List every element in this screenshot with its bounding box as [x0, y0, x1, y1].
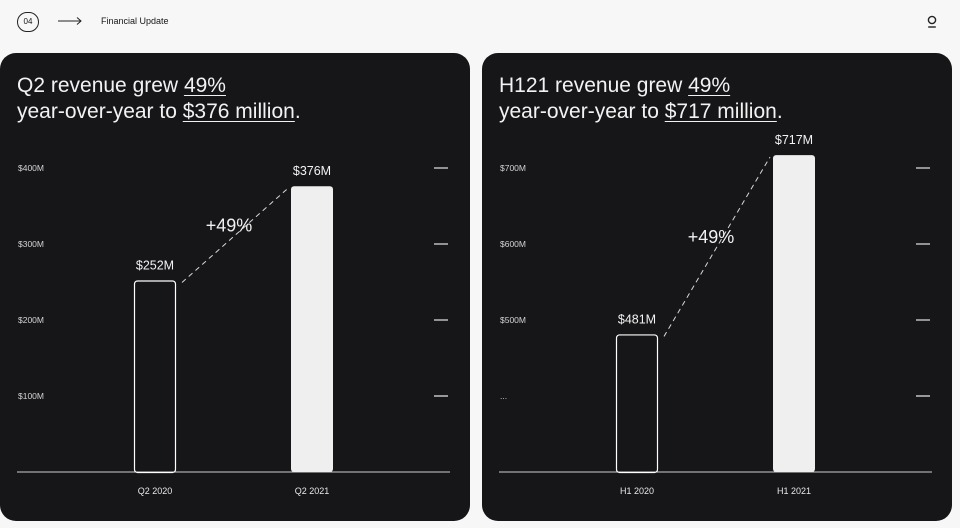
- headline-line1-prefix: H121 revenue grew: [499, 74, 689, 97]
- growth-label: +49%: [688, 227, 735, 247]
- growth-connector-line: [181, 187, 289, 283]
- section-title: Financial Update: [101, 16, 169, 26]
- headline-revenue-highlight: $717 million: [664, 100, 777, 123]
- growth-connector-line: [663, 156, 771, 337]
- y-tick-label: $300M: [18, 239, 44, 249]
- bar-value-label: $481M: [618, 312, 656, 326]
- revenue-chart-q2: $100M $200M $300M $400M $252M Q2 2020 $376M Q2 …: [17, 163, 450, 496]
- headline-revenue-highlight: $376 million: [182, 100, 295, 123]
- headline-line2-prefix: year-over-year to: [17, 100, 183, 123]
- headline-line1-prefix: Q2 revenue grew: [17, 74, 184, 97]
- bar-value-label: $252M: [136, 258, 174, 272]
- headline-line2-suffix: .: [776, 100, 783, 123]
- bar-value-label: $717M: [775, 133, 813, 147]
- y-tick-label: $600M: [500, 239, 526, 249]
- headline-line2-suffix: .: [294, 100, 301, 123]
- panel-headline: H121 revenue grew 49% year-over-year to …: [499, 73, 939, 125]
- category-label: H1 2021: [777, 486, 811, 496]
- category-label: Q2 2020: [138, 486, 173, 496]
- y-tick-label: $500M: [500, 315, 526, 325]
- panel-q2-revenue: Q2 revenue grew 49% year-over-year to $3…: [0, 53, 470, 521]
- headline-growth-highlight: 49%: [183, 74, 226, 97]
- headline-line2-prefix: year-over-year to: [499, 100, 665, 123]
- bar: [773, 155, 815, 472]
- category-label: H1 2020: [620, 486, 654, 496]
- bar: [615, 334, 659, 474]
- bar-value-label: $376M: [293, 164, 331, 178]
- page-number: 04: [17, 12, 39, 32]
- growth-label: +49%: [206, 215, 253, 235]
- arrow-right-icon: [58, 17, 82, 25]
- brand-logo-icon: [927, 15, 937, 28]
- revenue-chart-h1: ... $500M $600M $700M $481M H1 2020 $717M H1 20…: [499, 133, 932, 496]
- slide-header: 04 Financial Update: [0, 0, 960, 44]
- category-label: Q2 2021: [295, 486, 330, 496]
- bar: [133, 280, 177, 474]
- panel-headline: Q2 revenue grew 49% year-over-year to $3…: [17, 73, 457, 125]
- y-tick-label: $100M: [18, 391, 44, 401]
- bar: [291, 186, 333, 473]
- y-tick-label: ...: [500, 391, 507, 401]
- y-tick-label: $200M: [18, 315, 44, 325]
- panel-h1-revenue: H121 revenue grew 49% year-over-year to …: [482, 53, 952, 521]
- y-tick-label: $700M: [500, 163, 526, 173]
- y-tick-label: $400M: [18, 163, 44, 173]
- headline-growth-highlight: 49%: [688, 74, 731, 97]
